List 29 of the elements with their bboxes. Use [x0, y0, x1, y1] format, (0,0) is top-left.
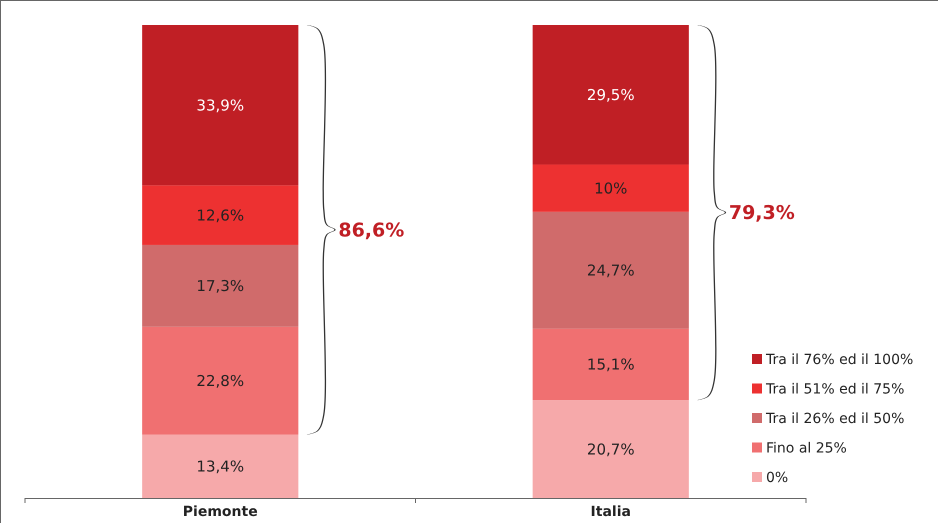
legend-label: Tra il 51% ed il 75%	[765, 381, 904, 398]
bar	[142, 244, 298, 327]
bar	[532, 212, 689, 329]
legend-label: Fino al 25%	[766, 440, 847, 456]
legend-label: Tra il 26% ed il 50%	[765, 410, 904, 427]
bar	[142, 434, 298, 498]
legend-label: 0%	[766, 470, 788, 486]
annotation: 79,3%	[728, 202, 795, 224]
annotation: 86,6%	[338, 219, 404, 242]
x-tick-label: Italia	[590, 504, 631, 520]
x-tick-label: Piemonte	[182, 504, 258, 520]
data-label: 13,4%	[196, 458, 244, 476]
data-label: 15,1%	[586, 356, 635, 374]
bar	[142, 326, 298, 435]
data-label: 33,9%	[196, 96, 244, 114]
bar	[532, 25, 689, 165]
bar	[532, 164, 689, 212]
data-label: 29,5%	[586, 86, 635, 104]
data-label: 22,8%	[196, 372, 244, 390]
legend-label: Tra il 76% ed il 100%	[765, 352, 914, 368]
bar	[142, 185, 298, 245]
data-label: 17,3%	[196, 277, 244, 296]
data-label: 12,6%	[196, 206, 244, 224]
bar	[532, 400, 689, 498]
data-label: 20,7%	[586, 440, 635, 458]
data-label: 24,7%	[586, 262, 635, 280]
bar	[532, 328, 689, 400]
bar	[142, 25, 298, 186]
data-label: 10%	[594, 179, 628, 198]
